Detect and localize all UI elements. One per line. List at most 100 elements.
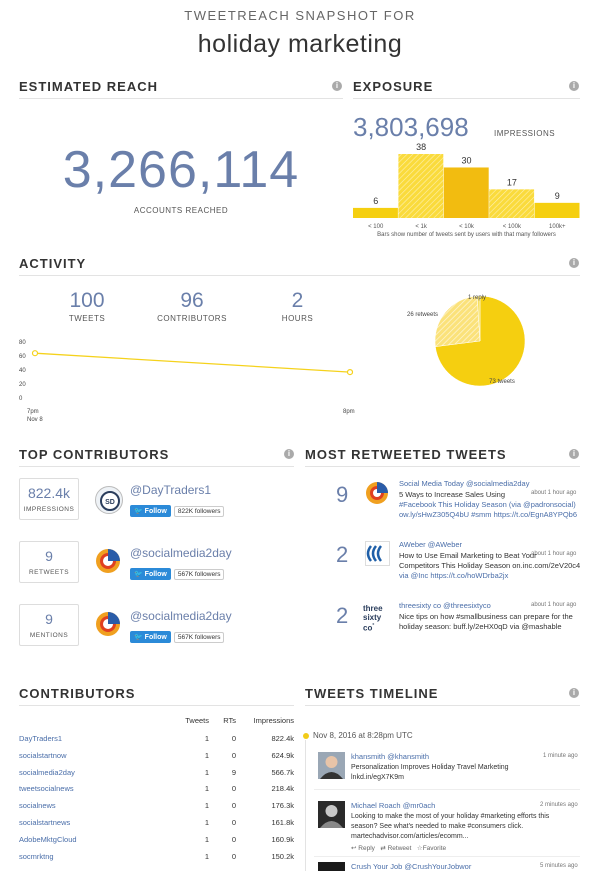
tweet-line: Competitors This Holiday Season on.inc.c… xyxy=(399,561,581,570)
avatar[interactable] xyxy=(318,801,345,828)
contributors-table: Tweets RTs Impressions DayTraders1 1 0 822.… xyxy=(19,716,294,871)
tweet-time: 1 minute ago xyxy=(543,753,578,759)
table-header: Tweets RTs Impressions xyxy=(19,716,294,733)
timeline-title: TWEETS TIMELINE xyxy=(305,686,439,701)
pie-slice[interactable] xyxy=(434,295,481,347)
avatar[interactable] xyxy=(318,862,345,871)
tweet-line[interactable]: #Facebook This Holiday Season (via @padr… xyxy=(399,500,576,509)
pie-label: 73 tweets xyxy=(489,379,515,385)
exposure-bar-category: < 100 xyxy=(368,224,384,230)
exposure-bar-chart: 6 < 100 38 < 1k 30 < 10k 17 < 100k 9 100k+ xyxy=(353,142,580,230)
retweet-count: 2 xyxy=(336,542,349,567)
exposure-bar[interactable] xyxy=(398,154,444,218)
exposure-bar-value: 30 xyxy=(461,155,471,165)
follow-button[interactable]: 🐦 Follow xyxy=(130,568,171,580)
header-impressions[interactable]: Impressions xyxy=(253,716,294,725)
tweet-line: Nice tips on how #smallbusiness can prep… xyxy=(399,612,573,621)
activity-pie-chart: 73 tweets 26 retweets 1 reply xyxy=(407,295,526,387)
contributor-link[interactable]: AdobeMktgCloud xyxy=(19,834,77,844)
pie-slice[interactable] xyxy=(476,295,481,342)
favorite-button[interactable]: ☆Favorite xyxy=(416,845,447,852)
retweet-button[interactable]: ⇄ Retweet xyxy=(380,845,412,852)
most-retweeted-info-icon[interactable]: i xyxy=(569,449,579,459)
svg-text:SD: SD xyxy=(105,499,115,506)
avatar[interactable] xyxy=(95,548,121,574)
twitter-bird-icon: 🐦 xyxy=(134,508,143,515)
tweet-line[interactable]: ow.ly/sHwZ305Q4bU #smm https://t.co/EgnA… xyxy=(399,510,577,519)
contributor-link[interactable]: socialnews xyxy=(19,801,56,811)
exposure-bar[interactable] xyxy=(489,189,535,218)
contributor-link[interactable]: DayTraders1 xyxy=(19,734,63,743)
timeline-info-icon[interactable]: i xyxy=(569,688,579,698)
reach-label: ACCOUNTS REACHED xyxy=(133,206,229,215)
hours-label: HOURS xyxy=(281,314,314,323)
tweet-author[interactable]: threesixty co @threesixtyco xyxy=(399,601,491,610)
tweet-line[interactable]: lnkd.in/egX7K9m xyxy=(351,774,404,781)
activity-point[interactable] xyxy=(31,350,39,357)
tweet-line: How to Use Email Marketing to Beat Your xyxy=(399,551,537,560)
activity-point[interactable] xyxy=(346,368,354,376)
pie-label: 1 reply xyxy=(468,295,486,301)
reach-value: 3,266,114 xyxy=(62,141,300,199)
aweber-logo[interactable] xyxy=(365,541,390,566)
followers-count: 567K followers xyxy=(173,569,225,580)
y-tick-label: 40 xyxy=(19,368,26,374)
activity-info-icon[interactable]: i xyxy=(569,258,579,268)
tweet-author[interactable]: Crush Your Job @CrushYourJobwor xyxy=(351,862,472,871)
exposure-value: 3,803,698 xyxy=(353,112,469,142)
top-contributors-info-icon[interactable]: i xyxy=(284,449,294,459)
header-tweets[interactable]: Tweets xyxy=(185,716,209,725)
exposure-bar[interactable] xyxy=(353,207,398,218)
reach-title: ESTIMATED REACH xyxy=(19,79,158,94)
exposure-bar[interactable] xyxy=(534,202,580,218)
contributor-handle[interactable]: @DayTraders1 xyxy=(130,483,212,497)
stat-value: 9 xyxy=(45,548,53,564)
followers-count: 567K followers xyxy=(173,632,225,643)
avatar[interactable] xyxy=(95,611,121,637)
header-rts[interactable]: RTs xyxy=(223,716,236,725)
timeline-dot xyxy=(303,733,309,739)
contributor-link[interactable]: socialstartnews xyxy=(19,818,71,827)
contributor-stat-box: 822.4k IMPRESSIONS xyxy=(19,478,79,520)
tweet-author[interactable]: khansmith @khansmith xyxy=(351,752,430,761)
tweet-line[interactable]: martechadvisor.com/articles/ecomm... xyxy=(351,833,469,840)
tweet-author[interactable]: Michael Roach @mr0ach xyxy=(351,801,436,810)
contributor-link[interactable]: socialstartnow xyxy=(19,750,67,760)
exposure-bar-value: 9 xyxy=(555,191,560,201)
contributor-handle[interactable]: @socialmedia2day xyxy=(130,609,232,623)
divider xyxy=(19,466,294,467)
divider xyxy=(19,98,343,99)
reach-info-icon[interactable]: i xyxy=(332,81,342,91)
contributor-handle[interactable]: @socialmedia2day xyxy=(130,546,232,560)
contributors-count: 96 xyxy=(180,289,204,312)
avatar[interactable] xyxy=(318,752,345,779)
exposure-info-icon[interactable]: i xyxy=(569,81,579,91)
twitter-bird-icon: 🐦 xyxy=(134,571,143,578)
tweet-actions: ↩ Reply ⇄ Retweet ☆Favorite xyxy=(351,844,446,852)
follow-row: 🐦 Follow 567K followers xyxy=(130,563,225,581)
reply-button[interactable]: ↩ Reply xyxy=(351,845,375,852)
avatar[interactable]: SD xyxy=(95,486,123,514)
reply-icon: ↩ xyxy=(351,845,357,852)
divider xyxy=(19,705,294,706)
follow-button[interactable]: 🐦 Follow xyxy=(130,631,171,643)
contributor-link[interactable]: tweetsocialnews xyxy=(19,784,74,794)
table-row: socmrktng 1 0 150.2k xyxy=(19,851,294,861)
exposure-label: IMPRESSIONS xyxy=(494,129,556,138)
exposure-title: EXPOSURE xyxy=(353,79,434,94)
exposure-bar-value: 17 xyxy=(507,177,517,187)
tweet-line[interactable]: via @Inc https://t.co/hoWDrba2jx xyxy=(399,571,509,580)
table-row: socialstartnow 1 0 624.9k xyxy=(19,750,294,760)
tweet-line: holiday season: buff.ly/2eHX0qD via @mas… xyxy=(399,622,562,631)
contributors-title: CONTRIBUTORS xyxy=(19,686,136,701)
stat-label: RETWEETS xyxy=(28,569,70,576)
threesixty-logo[interactable]: three sixty co° xyxy=(363,604,383,633)
tweet-author[interactable]: AWeber @AWeber xyxy=(399,540,463,549)
contributor-link[interactable]: socmrktng xyxy=(19,851,54,861)
exposure-bar[interactable] xyxy=(443,167,489,218)
tweet-author[interactable]: Social Media Today @socialmedia2day xyxy=(399,479,530,488)
avatar[interactable] xyxy=(365,481,389,505)
contributor-link[interactable]: socialmedia2day xyxy=(19,767,75,777)
follow-button[interactable]: 🐦 Follow xyxy=(130,505,171,517)
snapshot-subtitle: TWEETREACH SNAPSHOT FOR xyxy=(184,8,416,23)
